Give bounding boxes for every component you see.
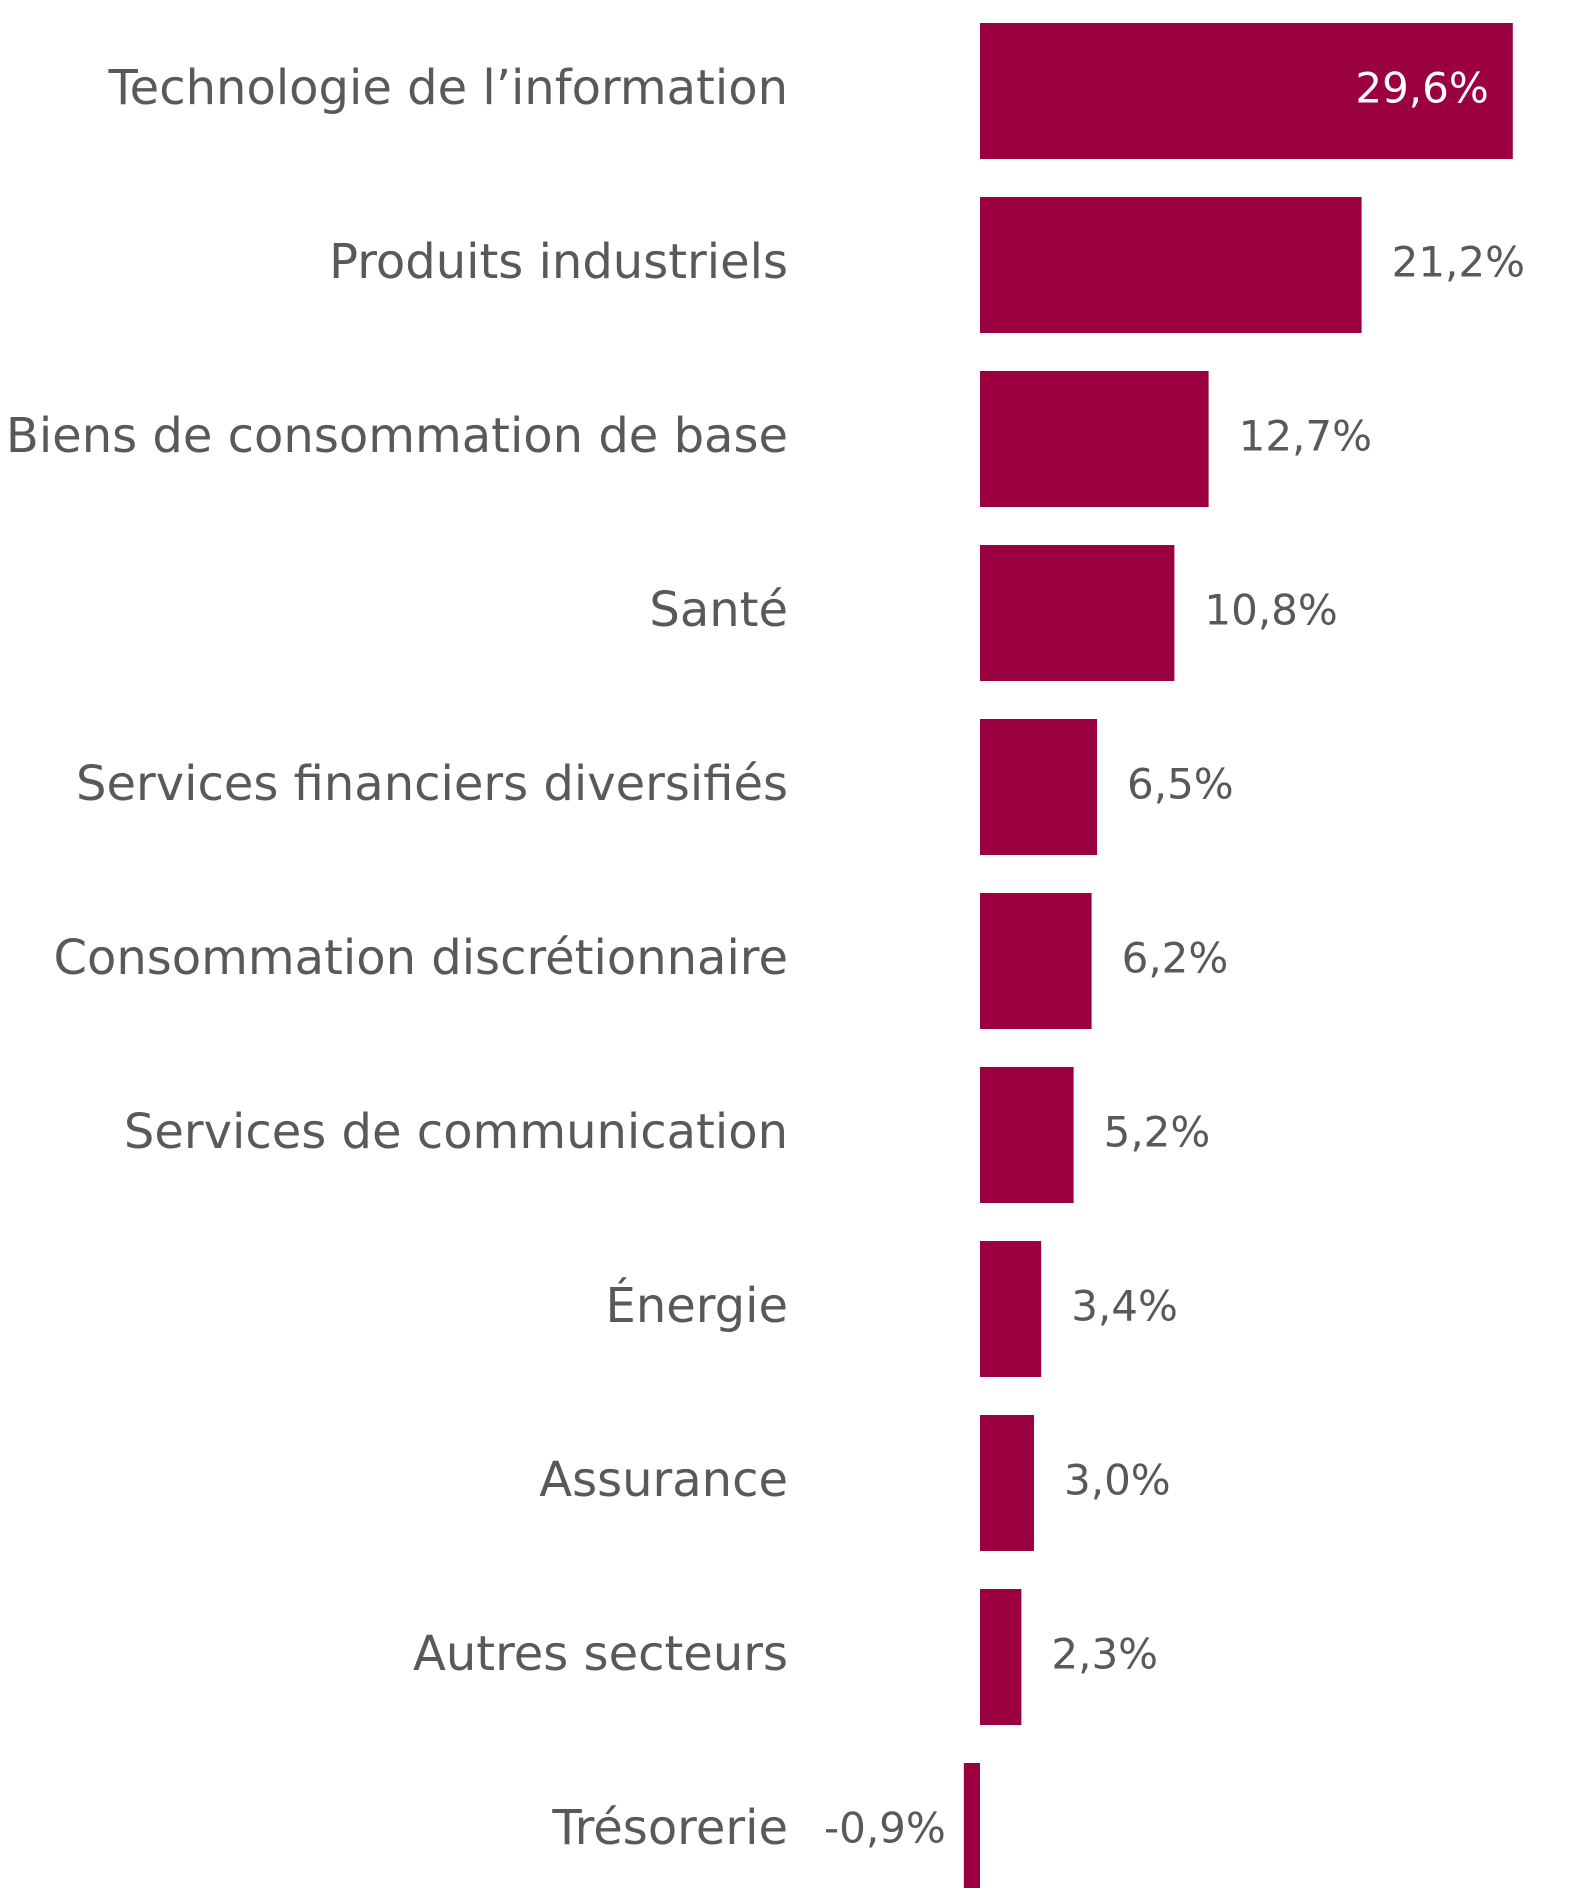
value-label: 6,2% [1122,934,1229,983]
bar [980,1415,1034,1551]
bar [980,23,1513,159]
category-label: Consommation discrétionnaire [53,930,788,986]
value-label: 5,2% [1104,1108,1211,1157]
value-label: 21,2% [1392,238,1525,287]
bar [980,197,1362,333]
bar [980,545,1175,681]
category-label: Autres secteurs [413,1626,788,1682]
bar [980,1589,1022,1725]
bar [980,719,1097,855]
bar [980,1067,1074,1203]
value-label: 10,8% [1204,586,1337,635]
bar [963,1763,980,1888]
category-label: Santé [649,582,788,638]
category-label: Assurance [539,1452,788,1508]
value-label: 29,6% [1355,64,1488,113]
bar [980,893,1092,1029]
value-label: 12,7% [1239,412,1372,461]
value-label: 3,0% [1064,1456,1171,1505]
category-label: Services financiers diversifiés [76,756,788,812]
bar [980,371,1209,507]
category-label: Technologie de l’information [108,60,788,116]
value-label: 3,4% [1071,1282,1178,1331]
value-label: 2,3% [1051,1630,1158,1679]
labels-layer: Technologie de l’information 29,6% Produit… [6,60,1525,1856]
category-label: Services de communication [124,1104,788,1160]
bar [980,1241,1042,1377]
category-label: Biens de consommation de base [6,408,788,464]
category-label: Trésorerie [551,1800,788,1856]
value-label: 6,5% [1127,760,1234,809]
category-label: Énergie [605,1277,788,1334]
value-label: -0,9% [824,1804,946,1853]
bars-layer [963,23,1513,1888]
category-label: Produits industriels [329,234,788,290]
